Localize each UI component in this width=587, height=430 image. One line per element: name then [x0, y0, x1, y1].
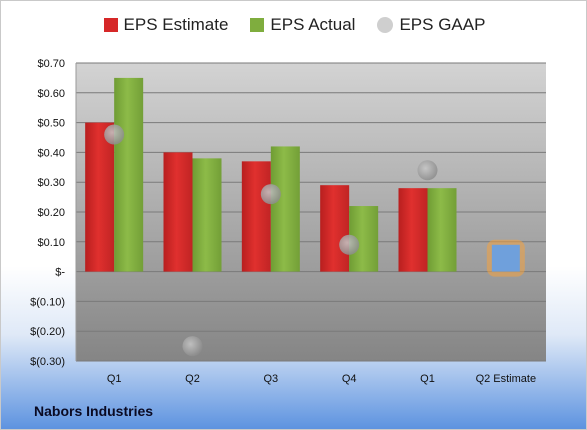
bar-eps-estimate — [163, 152, 193, 272]
y-tick-label: $0.30 — [37, 177, 65, 189]
y-tick-label: $(0.10) — [30, 296, 65, 308]
eps-chart: $0.70 $0.60 $0.50 $0.40 $0.30 $0.20 $0.10 $- $(0… — [30, 58, 546, 385]
bar-eps-actual — [427, 188, 457, 272]
legend-item-eps-estimate: EPS Estimate — [103, 15, 229, 35]
legend-label-estimate: EPS Estimate — [123, 15, 229, 34]
bar-eps-actual — [192, 158, 222, 272]
y-tick-label: $0.40 — [37, 147, 65, 159]
y-tick-label: $(0.20) — [30, 326, 65, 338]
x-tick-label: Q1 — [107, 373, 122, 385]
gridlines — [76, 62, 546, 362]
legend-item-eps-actual: EPS Actual — [250, 15, 355, 35]
bar-next-estimate — [491, 244, 520, 272]
bar-eps-actual — [114, 77, 144, 272]
bar-eps-estimate — [320, 185, 350, 272]
marker-eps-gaap — [182, 336, 203, 357]
legend-label-gaap: EPS GAAP — [399, 15, 486, 34]
marker-eps-gaap — [104, 124, 125, 145]
bar-eps-actual — [270, 146, 300, 272]
bars — [85, 77, 525, 277]
y-tick-label: $0.70 — [37, 58, 65, 70]
x-tick-label: Q1 — [420, 373, 435, 385]
bar-eps-estimate — [85, 122, 115, 272]
bar-eps-estimate — [398, 188, 428, 272]
company-name: Nabors Industries — [34, 403, 154, 419]
y-axis: $0.70 $0.60 $0.50 $0.40 $0.30 $0.20 $0.10 $- $(0… — [30, 58, 77, 368]
bar-eps-estimate — [241, 161, 271, 272]
y-tick-label: $- — [55, 267, 65, 279]
marker-eps-gaap — [260, 184, 281, 205]
y-tick-label: $0.60 — [37, 88, 65, 100]
legend-swatch-actual — [250, 18, 265, 32]
x-tick-label: Q2 Estimate — [476, 373, 537, 385]
x-axis: Q1 Q2 Q3 Q4 Q1 Q2 Estimate — [107, 373, 536, 385]
legend-label-actual: EPS Actual — [270, 15, 356, 34]
legend-swatch-estimate — [103, 18, 118, 32]
x-tick-label: Q2 — [185, 373, 200, 385]
legend-swatch-gaap — [377, 17, 394, 33]
x-tick-label: Q3 — [263, 373, 278, 385]
marker-eps-gaap — [339, 234, 360, 255]
x-tick-label: Q4 — [342, 373, 357, 385]
marker-eps-gaap — [417, 160, 438, 181]
y-tick-label: $(0.30) — [30, 356, 65, 368]
legend: EPS Estimate EPS Actual EPS GAAP — [1, 15, 587, 35]
y-tick-label: $0.50 — [37, 118, 65, 130]
y-tick-label: $0.10 — [37, 237, 65, 249]
gaap-markers — [104, 124, 438, 357]
y-tick-label: $0.20 — [37, 207, 65, 219]
legend-item-eps-gaap: EPS GAAP — [377, 15, 485, 35]
